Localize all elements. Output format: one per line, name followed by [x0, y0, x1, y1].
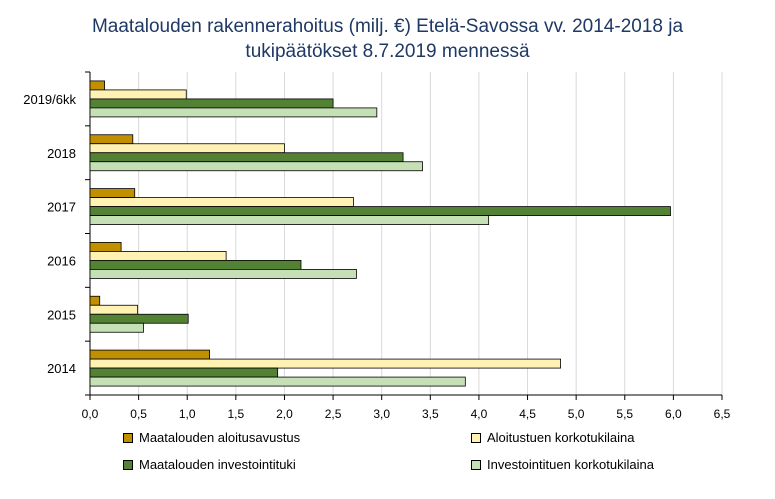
bar [89, 98, 334, 109]
x-tick-label: 2,0 [276, 407, 293, 421]
category-label: 2017 [47, 200, 76, 215]
chart-title-line-2: tukipäätökset 8.7.2019 mennessä [245, 41, 530, 62]
bar [89, 367, 279, 378]
category-label: 2019/6kk [23, 92, 76, 107]
bar [89, 242, 122, 252]
x-tick-label: 1,5 [228, 407, 245, 421]
x-tick-label: 0,5 [130, 407, 147, 421]
x-tick-label: 4,0 [471, 407, 488, 421]
bar [89, 295, 101, 306]
bar [89, 269, 357, 279]
bar [89, 188, 136, 198]
bar [89, 322, 144, 333]
x-tick-label: 5,5 [616, 407, 633, 421]
x-tick-label: 6,0 [665, 407, 682, 421]
bar [89, 215, 490, 225]
x-tick-label: 4,5 [519, 407, 536, 421]
chart-title: Maatalouden rakennerahoitus (milj. €) Et… [0, 14, 775, 64]
category-label: 2016 [47, 253, 76, 268]
x-tick-label: 3,5 [422, 407, 439, 421]
bar [89, 313, 189, 324]
bar [89, 376, 466, 387]
category-label: 2015 [47, 307, 76, 322]
bar [89, 206, 671, 216]
category-label: 2014 [47, 361, 76, 376]
bar [89, 197, 354, 207]
bar [89, 143, 285, 154]
bar [89, 251, 227, 261]
bar [89, 134, 134, 145]
bar [89, 260, 302, 270]
x-tick-label: 1,0 [179, 407, 196, 421]
x-tick-label: 5,0 [568, 407, 585, 421]
x-tick-label: 6,5 [714, 407, 731, 421]
bar [89, 107, 378, 118]
bar [89, 89, 187, 100]
x-tick-label: 3,0 [373, 407, 390, 421]
bar [89, 80, 105, 91]
x-tick-label: 0,0 [82, 407, 99, 421]
bar [89, 152, 404, 163]
bar [89, 304, 139, 315]
bar [89, 349, 210, 360]
category-label: 2018 [47, 146, 76, 161]
chart-title-line-1: Maatalouden rakennerahoitus (milj. €) Et… [91, 16, 684, 37]
bar [89, 358, 561, 369]
x-tick-label: 2,5 [325, 407, 342, 421]
bar [89, 161, 423, 172]
